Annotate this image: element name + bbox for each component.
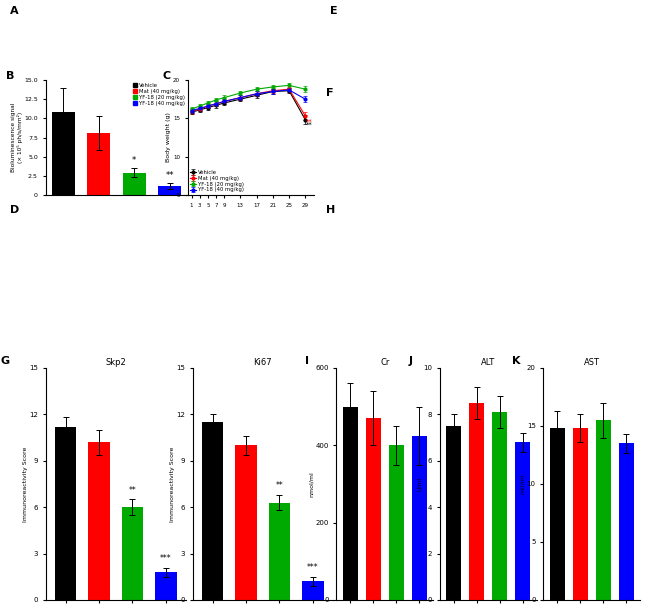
Text: F: F [326,88,334,98]
Y-axis label: mU/ml: mU/ml [520,474,525,494]
Text: **: ** [306,119,313,125]
Y-axis label: Immunoreactivity Score: Immunoreactivity Score [170,446,175,522]
Text: **: ** [306,122,313,128]
Text: **: ** [276,481,283,490]
Bar [366,418,381,600]
Bar [550,428,565,600]
Y-axis label: Bioluminescence signal
(× 10⁵ ph/s/mm²): Bioluminescence signal (× 10⁵ ph/s/mm²) [10,103,23,172]
Bar [202,422,224,600]
Text: K: K [512,356,521,367]
Title: Cr: Cr [380,358,389,367]
Text: **: ** [166,171,174,180]
Bar [515,442,530,600]
Title: Ki67: Ki67 [254,358,272,367]
Text: H: H [326,205,336,215]
Bar [55,427,77,600]
Bar [412,436,427,600]
Bar [87,133,111,195]
Text: *: * [132,156,136,165]
Bar [469,403,484,600]
Title: AST: AST [584,358,600,367]
Y-axis label: Body weight (g): Body weight (g) [166,113,172,162]
Text: B: B [6,71,14,81]
Text: G: G [1,356,10,367]
Bar [343,407,358,600]
Bar [122,507,144,600]
Text: C: C [162,71,170,81]
Bar [155,572,177,600]
Text: E: E [330,5,337,16]
Bar [446,426,461,600]
Text: ***: *** [307,563,318,572]
Bar [52,112,75,195]
Legend: Vehicle, Mat (40 mg/kg), YF-18 (20 mg/kg), YF-18 (40 mg/kg): Vehicle, Mat (40 mg/kg), YF-18 (20 mg/kg… [190,170,244,192]
Bar [619,443,634,600]
Bar [302,581,324,600]
Y-axis label: nmol/ml: nmol/ml [309,471,314,497]
Bar [268,503,291,600]
Text: I: I [306,356,309,367]
Bar [123,173,146,195]
Bar [389,445,404,600]
Text: D: D [10,205,19,215]
Bar [573,428,588,600]
Y-axis label: Immunoreactivity Score: Immunoreactivity Score [23,446,27,522]
Text: ***: *** [160,554,172,563]
Text: J: J [409,356,413,367]
Bar [158,186,181,195]
Bar [88,442,110,600]
Text: A: A [10,5,18,16]
Title: ALT: ALT [481,358,495,367]
Legend: Vehicle, Mat (40 mg/kg), YF-18 (20 mg/kg), YF-18 (40 mg/kg): Vehicle, Mat (40 mg/kg), YF-18 (20 mg/kg… [133,83,185,106]
Y-axis label: U/ml: U/ml [417,477,422,491]
Bar [596,420,611,600]
Bar [235,445,257,600]
Text: **: ** [129,486,136,495]
Bar [492,412,507,600]
Title: Skp2: Skp2 [105,358,126,367]
